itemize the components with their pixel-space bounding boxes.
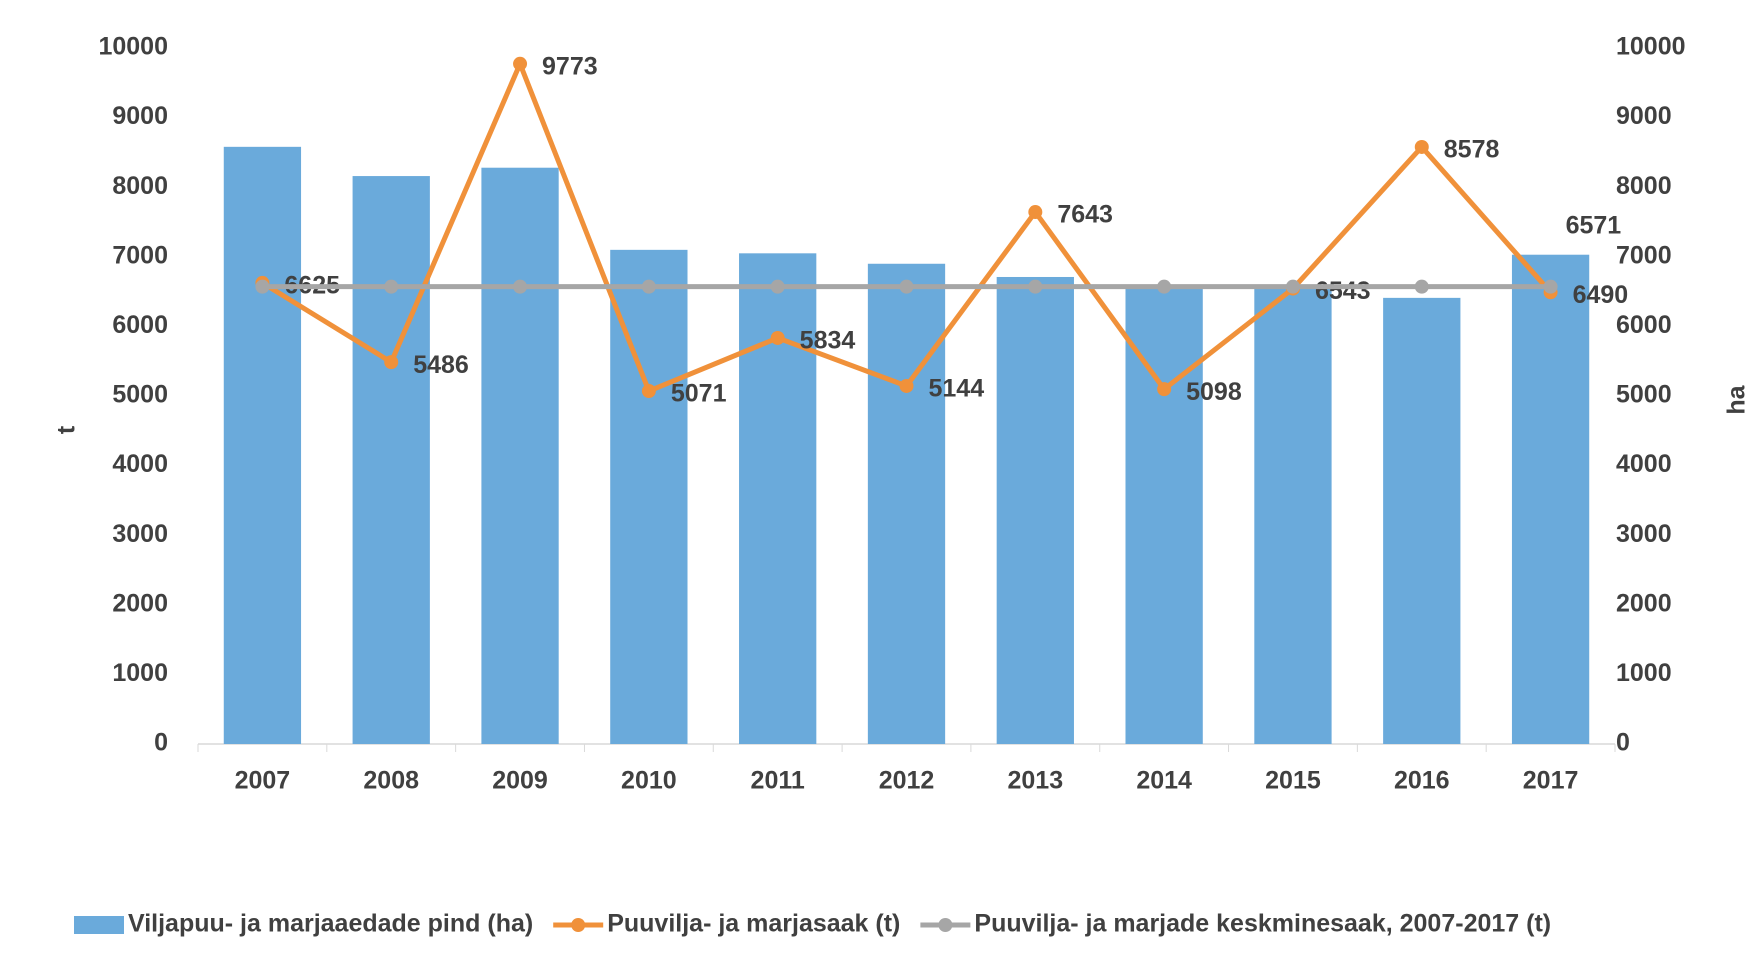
legend-item: Viljapuu- ja marjaaedade pind (ha) (74, 910, 533, 938)
y2-tick-label: 10000 (1616, 33, 1686, 61)
line-marker (1028, 205, 1043, 220)
data-label: 6571 (1566, 211, 1622, 239)
y2-tick-label: 1000 (1616, 659, 1672, 687)
x-tick-label: 2010 (621, 767, 677, 795)
line-marker (641, 279, 656, 294)
bar (996, 276, 1074, 744)
x-tick-label: 2016 (1394, 767, 1450, 795)
legend-label: Puuvilja- ja marjade keskminesaak, 2007-… (974, 910, 1551, 938)
y2-tick-label: 3000 (1616, 520, 1672, 548)
y2-tick-label: 4000 (1616, 450, 1672, 478)
y-tick-label: 3000 (112, 520, 168, 548)
y-tick-label: 2000 (112, 589, 168, 617)
y-tick-label: 1000 (112, 659, 168, 687)
data-label: 5071 (671, 380, 727, 408)
line-marker (1285, 279, 1300, 294)
bar (867, 263, 946, 744)
y-tick-label: 4000 (112, 450, 168, 478)
line-marker (899, 378, 914, 393)
y-tick-label: 7000 (112, 241, 168, 269)
legend-marker (938, 918, 953, 932)
y-axis-label: t (53, 425, 81, 434)
y2-tick-label: 7000 (1616, 241, 1672, 269)
legend-marker (571, 918, 586, 932)
line-marker (1414, 139, 1429, 154)
line-marker (1157, 279, 1172, 294)
legend-item: Puuvilja- ja marjasaak (t) (553, 910, 900, 938)
y-tick-label: 10000 (98, 33, 168, 61)
line-marker (255, 279, 270, 294)
bar (1511, 254, 1590, 744)
line-marker (770, 279, 785, 294)
x-tick-label: 2017 (1523, 767, 1579, 795)
data-label: 5098 (1186, 378, 1242, 406)
bar (481, 167, 559, 744)
y-tick-label: 6000 (112, 311, 168, 339)
bar (1383, 297, 1461, 744)
x-tick-label: 2008 (363, 767, 419, 795)
line-marker (1157, 382, 1172, 397)
legend-label: Viljapuu- ja marjaaedade pind (ha) (128, 910, 533, 938)
y-tick-label: 8000 (112, 172, 168, 200)
y2-tick-label: 5000 (1616, 381, 1672, 409)
y-tick-label: 5000 (112, 381, 168, 409)
line-marker (513, 279, 528, 294)
line-marker (770, 330, 785, 345)
y2-axis-label: ha (1723, 384, 1751, 414)
y-tick-label: 9000 (112, 102, 168, 130)
data-label: 5144 (929, 375, 985, 403)
y-tick-label: 0 (154, 729, 168, 757)
line-marker (641, 384, 656, 399)
y2-tick-label: 0 (1616, 729, 1630, 757)
line-marker (1028, 279, 1043, 294)
data-label: 7643 (1057, 201, 1113, 229)
line-marker (1414, 279, 1429, 294)
data-label: 6490 (1573, 281, 1629, 309)
legend-swatch (74, 916, 124, 934)
x-tick-label: 2015 (1265, 767, 1321, 795)
x-tick-label: 2007 (235, 767, 291, 795)
data-label: 8578 (1444, 136, 1500, 164)
x-tick-label: 2009 (492, 767, 548, 795)
x-tick-label: 2013 (1008, 767, 1064, 795)
data-label: 5486 (413, 351, 469, 379)
data-label: 5834 (800, 327, 856, 355)
x-tick-label: 2014 (1136, 767, 1192, 795)
data-label: 6543 (1315, 277, 1371, 305)
bar (223, 146, 302, 744)
bar (1125, 285, 1203, 744)
line-marker (513, 56, 528, 71)
y2-tick-label: 9000 (1616, 102, 1672, 130)
x-tick-label: 2012 (879, 767, 935, 795)
line-marker (1543, 279, 1558, 294)
x-tick-label: 2011 (751, 767, 805, 795)
line-marker (384, 355, 399, 370)
y2-tick-label: 8000 (1616, 172, 1672, 200)
legend-label: Puuvilja- ja marjasaak (t) (607, 910, 900, 938)
line-marker (899, 279, 914, 294)
y2-tick-label: 2000 (1616, 589, 1672, 617)
line-marker (384, 279, 399, 294)
legend: Viljapuu- ja marjaaedade pind (ha) Puuvil… (74, 910, 1551, 938)
legend-item: Puuvilja- ja marjade keskminesaak, 2007-… (920, 910, 1551, 938)
y2-tick-label: 6000 (1616, 311, 1672, 339)
bar (352, 176, 430, 745)
data-label: 9773 (542, 52, 598, 80)
bar (1254, 287, 1332, 744)
